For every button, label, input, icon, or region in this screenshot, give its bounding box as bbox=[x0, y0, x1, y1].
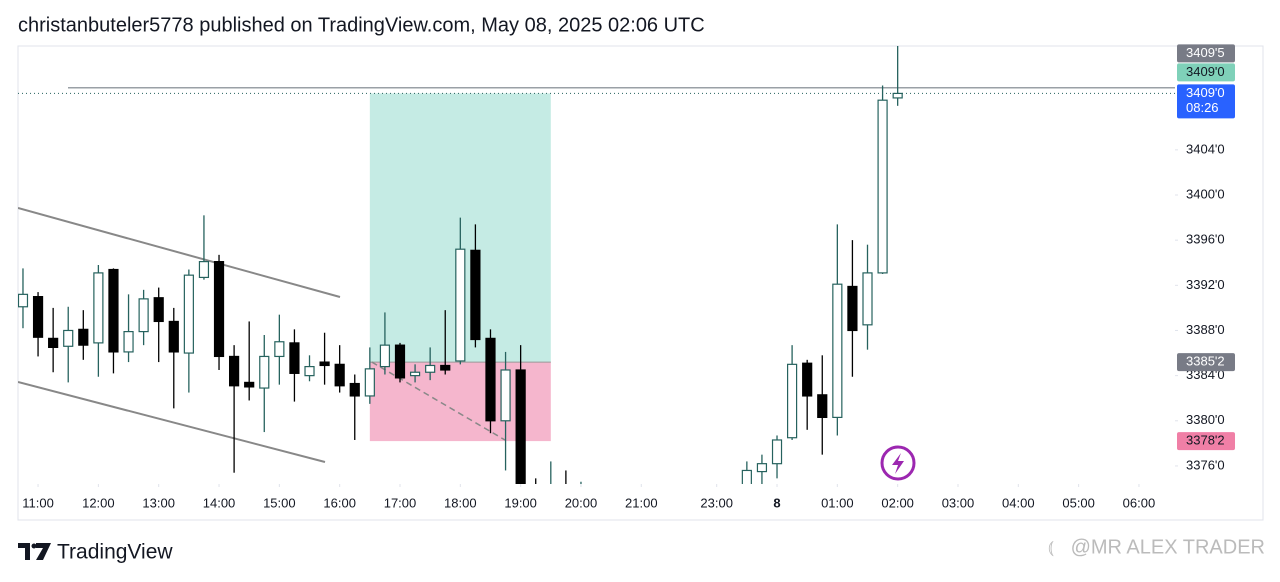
watermark-icon: ⦅ bbox=[1048, 537, 1054, 557]
y-tick-label: 3388'0 bbox=[1186, 322, 1225, 337]
x-tick-label: 12:00 bbox=[82, 495, 115, 510]
x-tick-label: 21:00 bbox=[625, 495, 658, 510]
x-tick-label: 19:00 bbox=[504, 495, 537, 510]
x-tick-label: 05:00 bbox=[1062, 495, 1095, 510]
x-tick-label: 15:00 bbox=[263, 495, 296, 510]
candle-body bbox=[48, 337, 59, 349]
x-tick-label: 20:00 bbox=[565, 495, 598, 510]
candle-body bbox=[334, 363, 345, 387]
path-arrow bbox=[371, 361, 506, 441]
candle-body bbox=[756, 463, 768, 473]
y-tick-label: 3400'0 bbox=[1186, 186, 1225, 201]
target-tag bbox=[1177, 63, 1235, 82]
candle-body bbox=[832, 283, 843, 418]
candle-body bbox=[198, 261, 210, 279]
candle-body bbox=[440, 364, 451, 371]
level-tag bbox=[1177, 44, 1235, 63]
candle-body bbox=[319, 361, 330, 367]
frame bbox=[17, 45, 1264, 521]
candle-body bbox=[123, 331, 134, 353]
candle-body bbox=[786, 363, 798, 439]
candle-body bbox=[847, 285, 858, 332]
x-tick-label: 01:00 bbox=[821, 495, 854, 510]
candle-body bbox=[500, 369, 511, 422]
candle-body bbox=[78, 328, 89, 346]
x-tick-label: 16:00 bbox=[323, 495, 356, 510]
candle-body bbox=[409, 371, 421, 377]
target-tag-label: 3409'0 bbox=[1186, 64, 1225, 79]
lightning-icon[interactable] bbox=[880, 445, 916, 481]
candle-body bbox=[138, 298, 149, 333]
axes: 3376'03380'03384'03388'03392'03396'03400… bbox=[22, 44, 1235, 510]
candle-body bbox=[32, 296, 44, 338]
candle-body bbox=[289, 342, 300, 374]
x-tick-label: 18:00 bbox=[444, 495, 477, 510]
y-tick-label: 3392'0 bbox=[1186, 277, 1225, 292]
x-tick-label: 06:00 bbox=[1123, 495, 1156, 510]
last-price-tag bbox=[1177, 84, 1235, 119]
last-price-tag-label: 3409'0 bbox=[1186, 85, 1225, 100]
x-tick-label: 02:00 bbox=[881, 495, 914, 510]
x-tick-label: 17:00 bbox=[384, 495, 417, 510]
candle-body bbox=[244, 381, 255, 388]
brand: TradingView bbox=[57, 541, 173, 564]
watermark: @MR ALEX TRADER bbox=[1071, 536, 1265, 558]
level-tag-label: 3409'5 bbox=[1186, 45, 1225, 60]
candle-body bbox=[817, 394, 828, 418]
candle-body bbox=[515, 369, 526, 484]
candle-body bbox=[877, 99, 888, 274]
candle-body bbox=[213, 261, 225, 358]
candle-body bbox=[304, 365, 315, 377]
x-tick-label: 14:00 bbox=[203, 495, 236, 510]
logo bbox=[18, 543, 51, 560]
candle-body bbox=[546, 491, 555, 500]
candle-body bbox=[18, 293, 29, 308]
candle-body bbox=[771, 439, 783, 465]
candle-body bbox=[425, 364, 436, 373]
channel-line bbox=[18, 381, 326, 463]
candle-body bbox=[379, 344, 391, 368]
x-tick-label: 03:00 bbox=[942, 495, 975, 510]
y-tick-label: 3396'0 bbox=[1186, 232, 1225, 247]
x-tick-label: 04:00 bbox=[1002, 495, 1035, 510]
candle-body bbox=[892, 92, 903, 99]
candle-body bbox=[364, 368, 375, 397]
entry-tag-label: 3385'2 bbox=[1186, 354, 1225, 369]
entry-tag bbox=[1177, 353, 1235, 372]
x-tick-label: 8 bbox=[773, 495, 780, 510]
candle-body bbox=[349, 382, 360, 397]
candle-body bbox=[229, 355, 240, 387]
x-tick-label: 13:00 bbox=[142, 495, 175, 510]
candle-body bbox=[802, 362, 813, 397]
candle-body bbox=[168, 320, 179, 353]
channel-line bbox=[18, 207, 341, 298]
candle-body bbox=[741, 469, 752, 484]
candle-body bbox=[259, 355, 270, 389]
x-tick-label: 23:00 bbox=[700, 495, 733, 510]
plot bbox=[18, 46, 1175, 500]
x-tick-label: 11:00 bbox=[22, 495, 54, 510]
y-tick-label: 3376'0 bbox=[1186, 457, 1225, 472]
y-tick-label: 3404'0 bbox=[1186, 141, 1225, 156]
candle-body bbox=[470, 249, 481, 341]
candle-body bbox=[394, 344, 406, 379]
candle-body bbox=[485, 337, 496, 422]
candle-body bbox=[862, 272, 873, 326]
candle-body bbox=[153, 297, 164, 323]
candle-body bbox=[63, 329, 74, 347]
candle-body bbox=[93, 272, 104, 344]
candle-body bbox=[274, 341, 285, 358]
candle-body bbox=[183, 274, 194, 354]
stop-tag bbox=[1177, 432, 1235, 451]
candle-body bbox=[455, 248, 466, 362]
candle-body bbox=[108, 268, 119, 353]
stop-tag-label: 3378'2 bbox=[1186, 433, 1225, 448]
last-price-tag-countdown: 08:26 bbox=[1186, 100, 1219, 115]
header: christanbuteler5778 published on Trading… bbox=[18, 14, 705, 36]
y-tick-label: 3380'0 bbox=[1186, 412, 1225, 427]
